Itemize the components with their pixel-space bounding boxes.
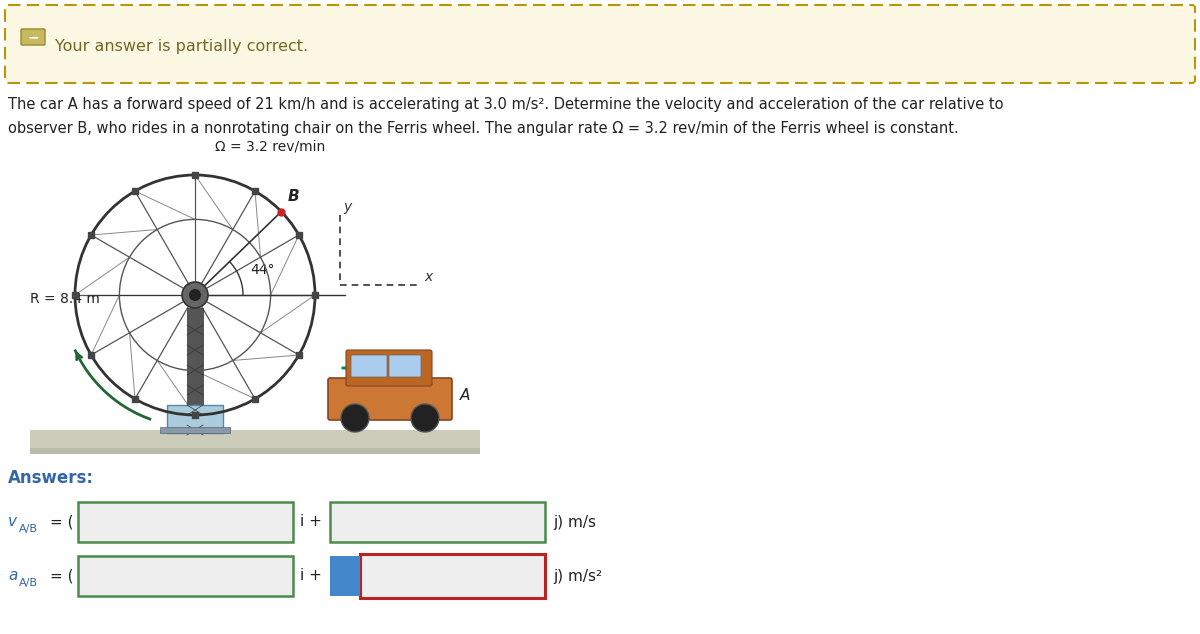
- FancyBboxPatch shape: [78, 556, 293, 596]
- FancyBboxPatch shape: [352, 355, 386, 377]
- Text: a: a: [8, 569, 17, 583]
- Text: y: y: [343, 200, 352, 214]
- Text: −: −: [28, 30, 38, 44]
- FancyBboxPatch shape: [5, 5, 1195, 83]
- Text: R = 8.4 m: R = 8.4 m: [30, 292, 100, 306]
- FancyBboxPatch shape: [330, 556, 360, 596]
- Text: j) m/s²: j) m/s²: [553, 569, 602, 583]
- Text: j) m/s: j) m/s: [553, 515, 596, 529]
- FancyBboxPatch shape: [346, 350, 432, 386]
- Text: i: i: [343, 569, 347, 583]
- Text: v: v: [8, 515, 17, 529]
- Circle shape: [341, 404, 370, 432]
- Bar: [167, 405, 223, 433]
- Bar: [30, 430, 480, 448]
- Circle shape: [182, 282, 208, 308]
- Text: x: x: [424, 270, 432, 284]
- Text: 44°: 44°: [250, 263, 275, 277]
- Text: i +: i +: [300, 515, 322, 529]
- Text: = (: = (: [50, 569, 73, 583]
- FancyBboxPatch shape: [389, 355, 421, 377]
- Text: -0.606: -0.606: [370, 569, 421, 583]
- FancyBboxPatch shape: [360, 554, 545, 598]
- Text: A/B: A/B: [19, 578, 38, 588]
- Bar: [160, 427, 230, 433]
- Text: The car A has a forward speed of 21 km/h and is accelerating at 3.0 m/s². Determ: The car A has a forward speed of 21 km/h…: [8, 98, 1003, 112]
- Text: Your answer is partially correct.: Your answer is partially correct.: [55, 39, 308, 55]
- Text: B: B: [287, 189, 299, 204]
- Text: A: A: [460, 387, 470, 403]
- Text: A/B: A/B: [19, 524, 38, 534]
- Text: observer B, who rides in a nonrotating chair on the Ferris wheel. The angular ra: observer B, who rides in a nonrotating c…: [8, 120, 959, 136]
- FancyBboxPatch shape: [78, 502, 293, 542]
- FancyBboxPatch shape: [330, 502, 545, 542]
- Bar: [187, 308, 203, 430]
- Bar: [30, 448, 480, 454]
- Text: 3.723: 3.723: [88, 569, 133, 583]
- Circle shape: [190, 289, 202, 301]
- Text: Ω = 3.2 rev/min: Ω = 3.2 rev/min: [215, 140, 325, 154]
- Text: 3.878: 3.878: [88, 515, 133, 529]
- Text: = (: = (: [50, 515, 73, 529]
- Text: Answers:: Answers:: [8, 469, 94, 487]
- FancyBboxPatch shape: [328, 378, 452, 420]
- Circle shape: [410, 404, 439, 432]
- Text: 2.025: 2.025: [340, 515, 385, 529]
- Text: i +: i +: [300, 569, 322, 583]
- FancyBboxPatch shape: [22, 29, 46, 45]
